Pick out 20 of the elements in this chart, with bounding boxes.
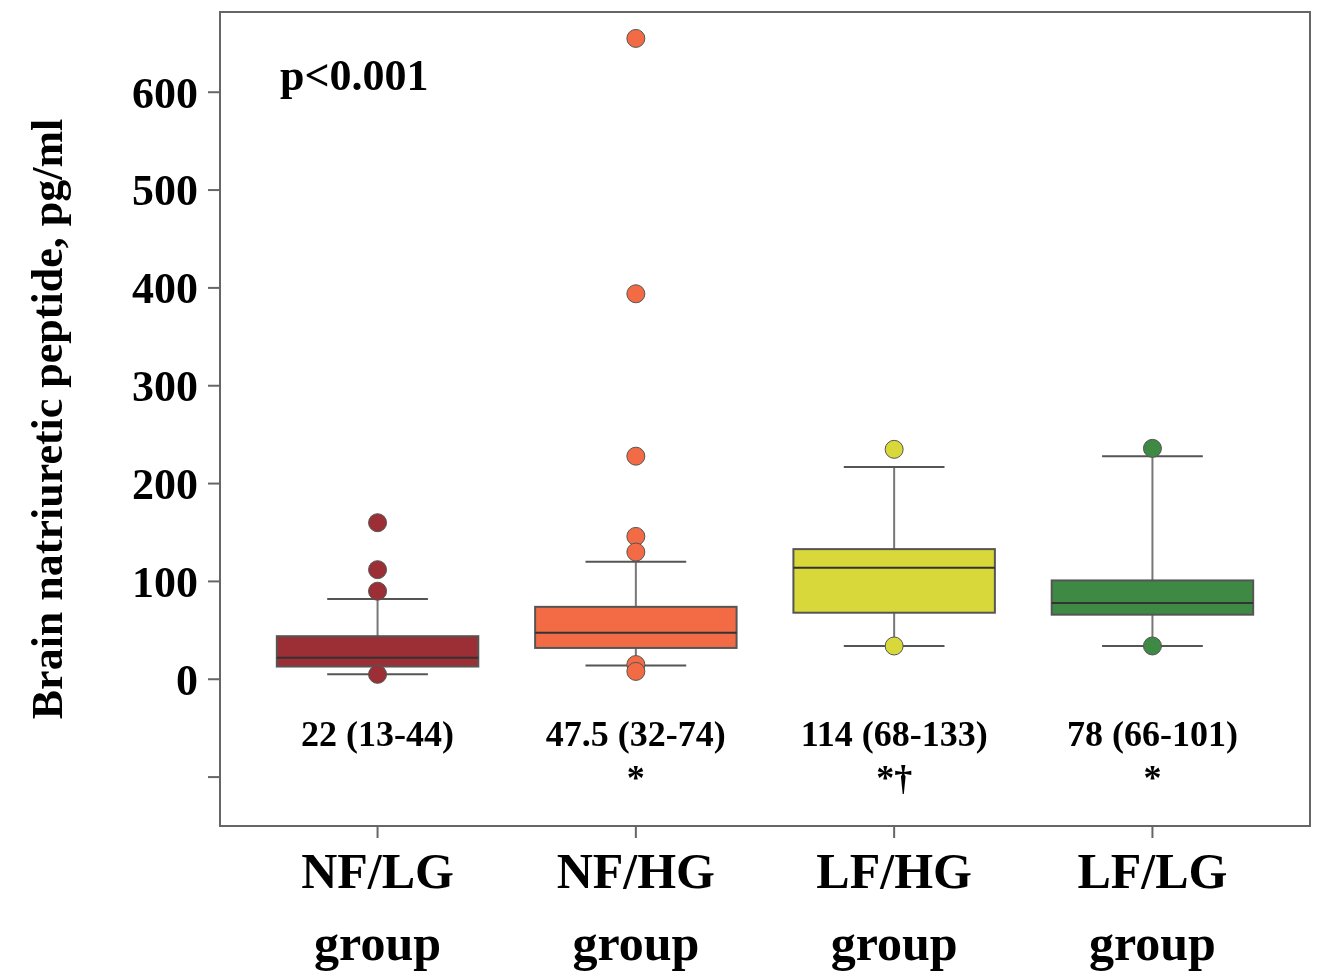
- annotation: 114 (68-133): [800, 713, 988, 754]
- annotation: *: [1143, 757, 1162, 798]
- x-tick-label: LF/HG group: [816, 843, 972, 971]
- y-tick-label: 500: [132, 166, 198, 216]
- x-tick-label: NF/LG group: [301, 843, 454, 971]
- annotation: *: [626, 757, 645, 798]
- annotation: 22 (13-44): [301, 713, 455, 754]
- y-tick-label: 600: [132, 68, 198, 118]
- annotation: 78 (66-101): [1066, 713, 1238, 754]
- y-tick-label: 100: [132, 557, 198, 607]
- y-tick-label: 300: [132, 362, 198, 412]
- x-tick-label: NF/HG group: [556, 843, 716, 971]
- annotation: p<0.001: [280, 51, 429, 100]
- annotation: 47.5 (32-74): [545, 713, 726, 754]
- y-tick-label: 0: [176, 655, 198, 705]
- y-axis-title: Brain natriuretic peptide, pg/ml: [23, 118, 72, 720]
- x-tick-label: LF/LG group: [1077, 843, 1228, 971]
- y-tick-label: 400: [132, 264, 198, 314]
- y-tick-label: 200: [132, 459, 198, 509]
- annotation: *†: [876, 757, 913, 798]
